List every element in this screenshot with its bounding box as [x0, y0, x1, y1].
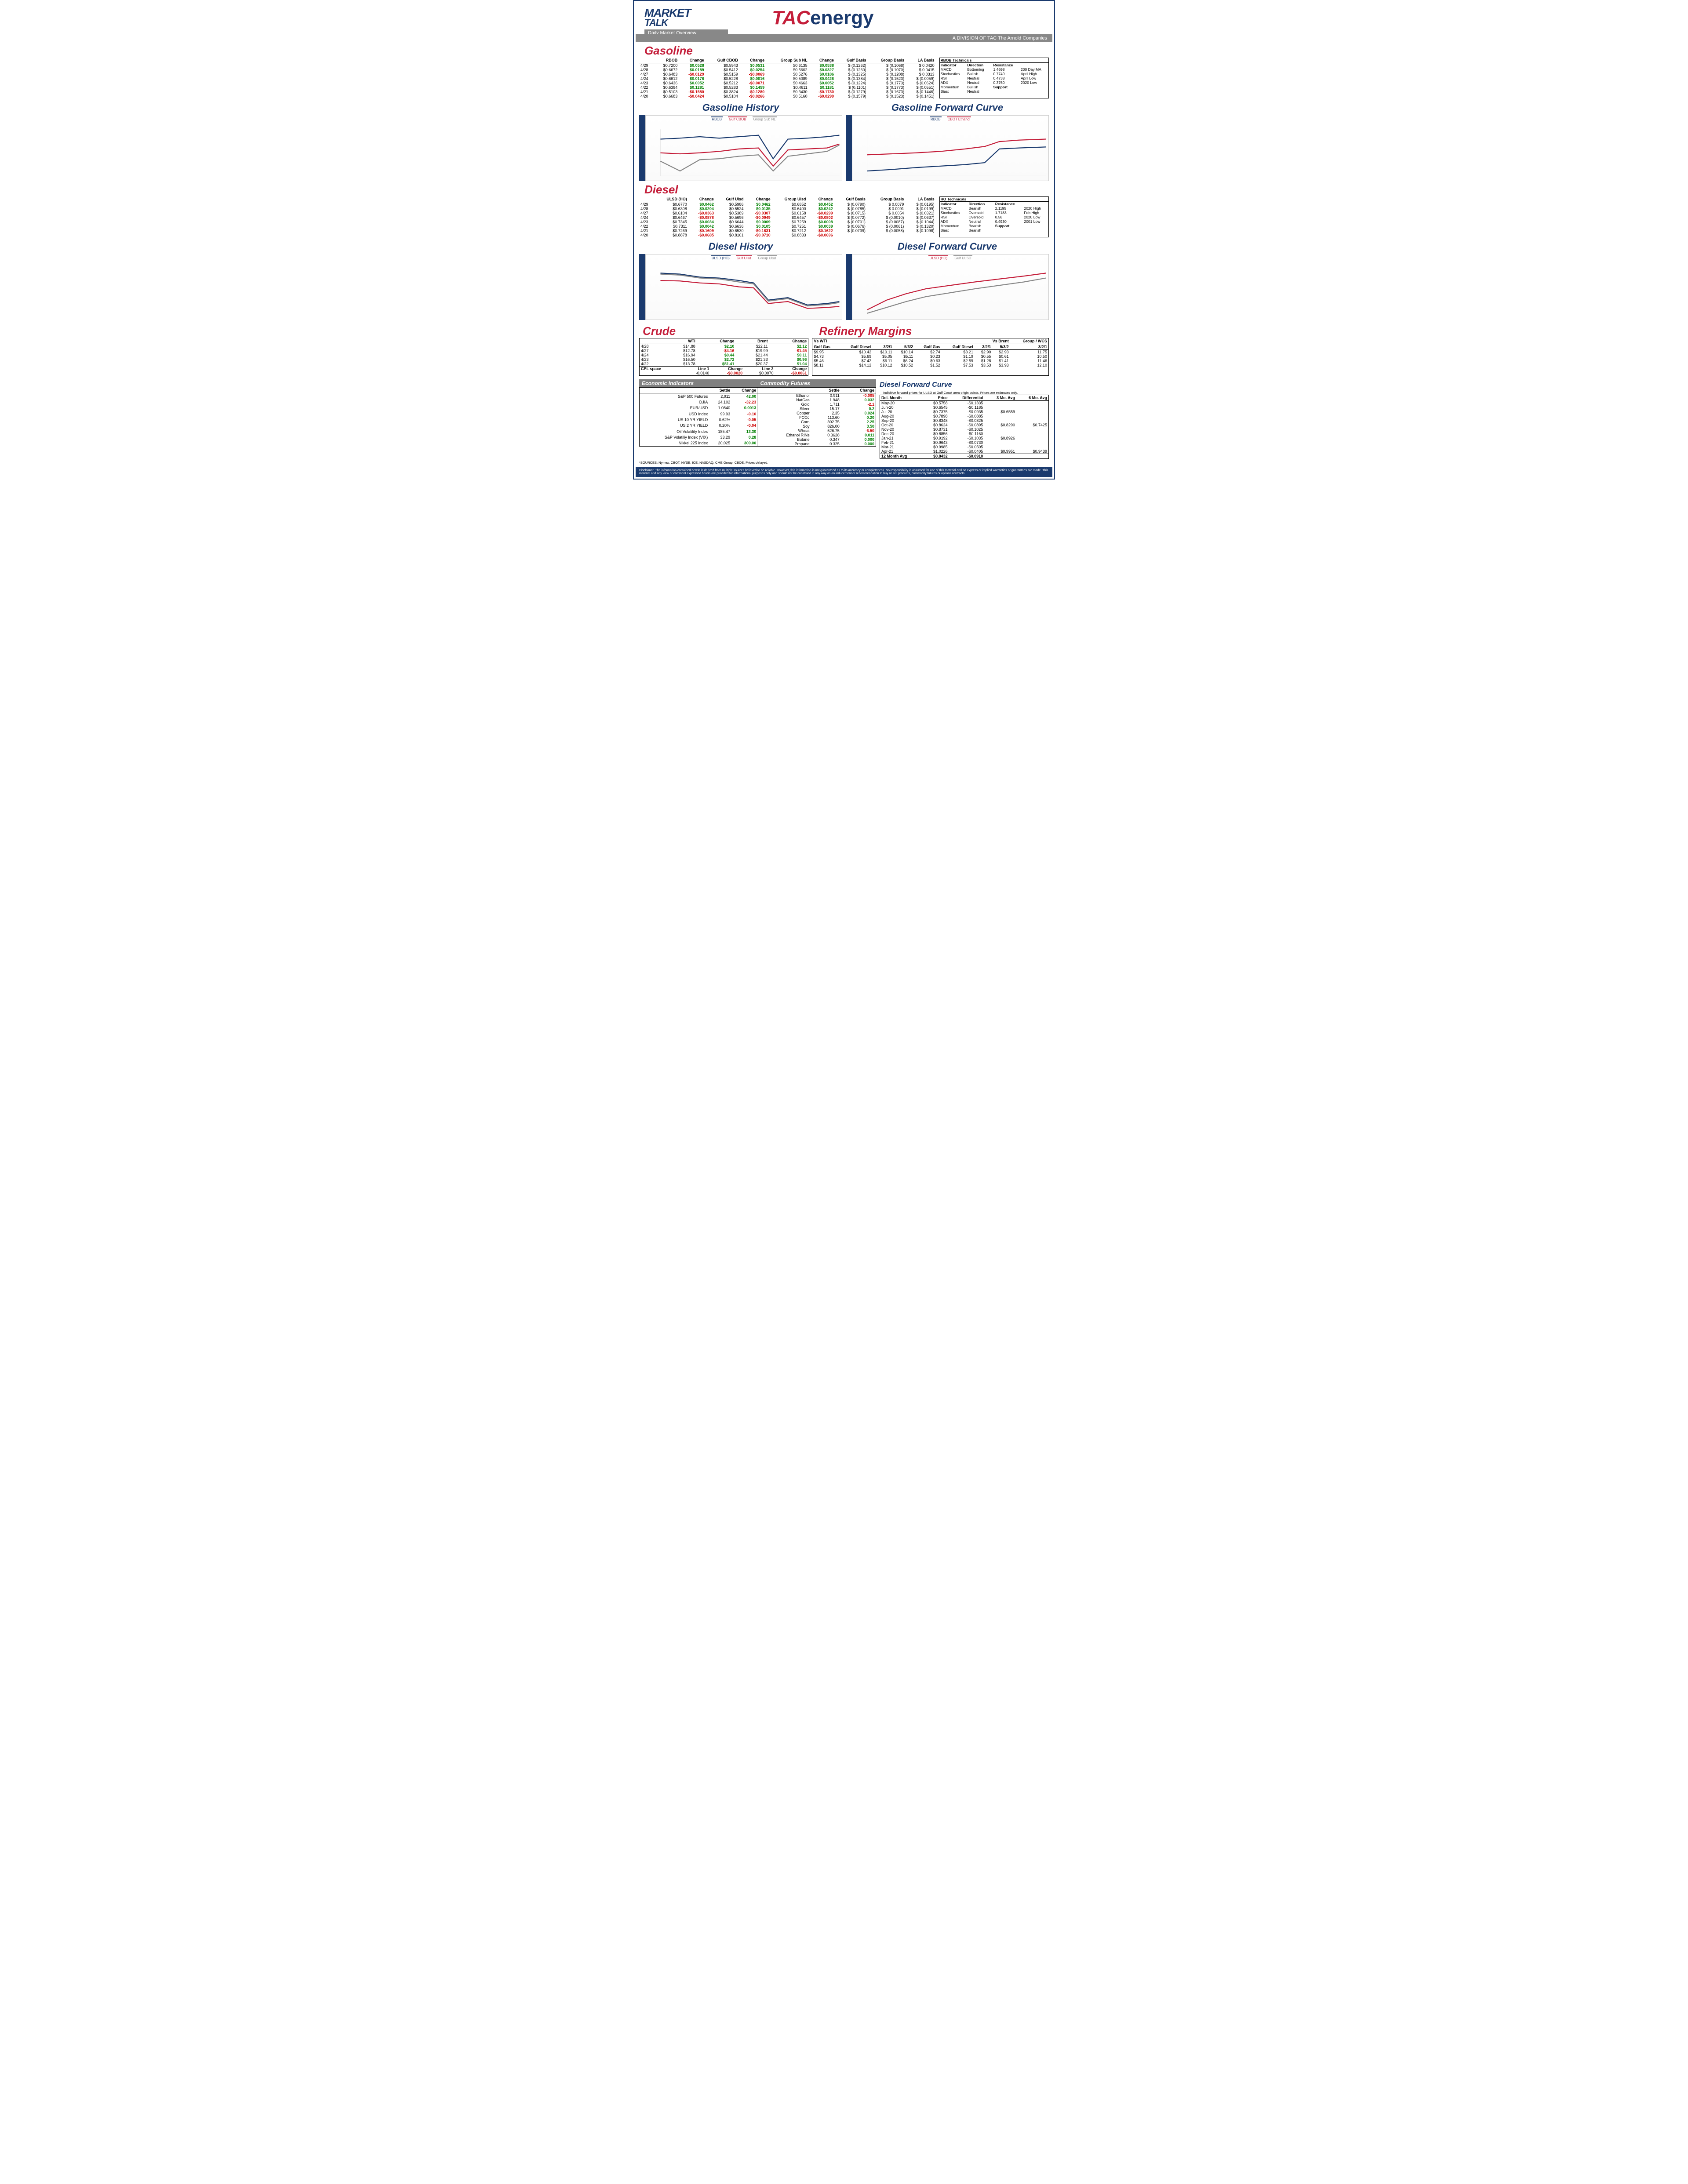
gasoline-table: RBOBChangeGulf CBOBChangeGroup Sub NLCha… — [639, 58, 936, 98]
gasoline-forward-title: Gasoline Forward Curve — [846, 100, 1049, 115]
comm-title: Commodity Futures — [758, 379, 877, 387]
report-header: MARKET TALK Daily Market Overview TACene… — [636, 3, 1052, 42]
ho-technicals: HO TechnicalsIndicatorDirectionResistanc… — [939, 196, 1049, 237]
logo-energy: energy — [810, 7, 873, 29]
diesel-table: ULSD (HO)ChangeGulf UlsdChangeGroup Ulsd… — [639, 196, 936, 237]
dfc-table: Del. MonthPriceDifferential3 Mo. Avg6 Mo… — [880, 395, 1049, 459]
crude-table: WTIChangeBrentChange 4/28$14.88$2.10$22.… — [640, 338, 808, 366]
commodity-table: SettleChangeEthanol0.911-0.005NatGas1.94… — [757, 388, 876, 446]
refinery-table: Vs WTIVs BrentGroup / WCS Gulf GasGulf D… — [812, 338, 1048, 367]
dfc-title: Diesel Forward Curve — [880, 379, 1049, 391]
market-talk-logo: MARKET TALK Daily Market Overview — [644, 6, 728, 36]
gasoline-history-chart: RBOBGulf CBOBGroup Sub NL — [645, 115, 842, 181]
disclaimer: Disclaimer: The information contained he… — [636, 467, 1052, 477]
logo-tac: TAC — [772, 7, 810, 29]
diesel-history-title: Diesel History — [639, 239, 842, 254]
diesel-forward-chart: ULSD (HO)Gulf ULSD — [852, 254, 1049, 320]
econ-title: Economic Indicators — [639, 379, 758, 387]
dfc-note: Indicitive forward prices for ULSD at Gu… — [880, 391, 1049, 395]
gasoline-forward-chart: RBOBCBOT Ethanol — [852, 115, 1049, 181]
gasoline-history-title: Gasoline History — [639, 100, 842, 115]
rbob-technicals: RBOB TechnicalsIndicatorDirectionResista… — [939, 58, 1049, 98]
gasoline-title: Gasoline — [636, 42, 1052, 58]
tac-energy-logo: TACenergy — [772, 7, 873, 29]
division-bar: A DIVISION OF TAC The Arnold Companies — [636, 34, 1052, 42]
diesel-forward-title: Diesel Forward Curve — [846, 239, 1049, 254]
sources-note: *SOURCES: Nymex, CBOT, NYSE, ICE, NASDAQ… — [636, 461, 1052, 465]
diesel-history-chart: ULSD (HO)Gulf UlsdGroup Ulsd — [645, 254, 842, 320]
econ-table: SettleChangeS&P 500 Futures2,91142.00DJI… — [640, 388, 757, 446]
